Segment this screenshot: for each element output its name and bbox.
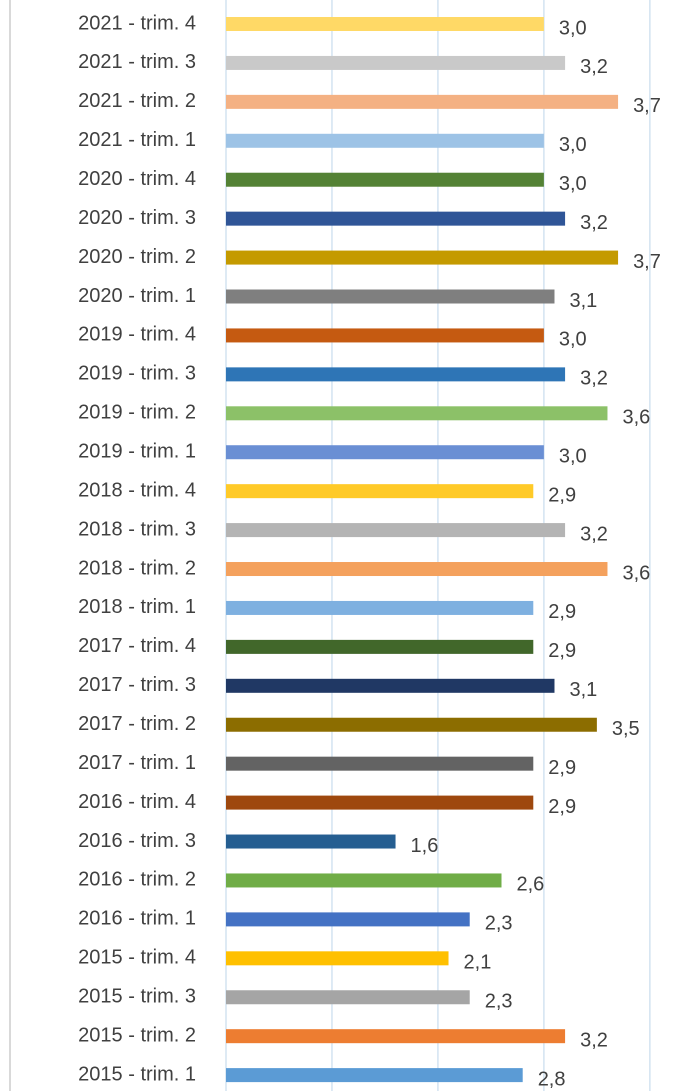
category-label: 2020 - trim. 1	[78, 285, 196, 307]
value-label: 2,9	[548, 640, 576, 662]
bar	[226, 1068, 523, 1083]
value-label: 3,7	[633, 95, 661, 117]
value-label: 3,2	[580, 56, 608, 78]
value-label: 3,0	[559, 134, 587, 156]
bar	[226, 17, 544, 31]
bar	[226, 678, 555, 693]
bar	[226, 990, 470, 1005]
category-label: 2021 - trim. 3	[78, 51, 196, 73]
bar	[226, 717, 597, 732]
bar	[226, 756, 534, 771]
category-label: 2019 - trim. 1	[78, 441, 196, 463]
value-label: 2,9	[548, 484, 576, 506]
bar	[226, 406, 608, 421]
category-label: 2019 - trim. 4	[78, 324, 196, 346]
bar	[226, 873, 502, 888]
category-label: 2018 - trim. 1	[78, 596, 196, 618]
category-label: 2021 - trim. 2	[78, 90, 196, 112]
value-label: 2,9	[548, 796, 576, 818]
category-label: 2017 - trim. 3	[78, 674, 196, 696]
value-label: 3,1	[569, 290, 597, 312]
value-label: 2,9	[548, 757, 576, 779]
bar	[226, 484, 534, 499]
bar	[226, 55, 566, 70]
value-label: 3,0	[559, 173, 587, 195]
category-label: 2018 - trim. 3	[78, 518, 196, 540]
value-label: 3,5	[612, 718, 640, 740]
bar	[226, 94, 619, 109]
bar	[226, 328, 544, 343]
value-label: 3,2	[580, 368, 608, 390]
value-label: 3,1	[569, 679, 597, 701]
value-label: 2,3	[485, 991, 513, 1013]
category-label: 2015 - trim. 4	[78, 947, 196, 969]
value-label: 2,3	[485, 913, 513, 935]
value-label: 2,8	[538, 1068, 566, 1090]
value-label: 3,2	[580, 1029, 608, 1051]
bar	[226, 367, 566, 382]
category-label: 2017 - trim. 1	[78, 752, 196, 774]
bar	[226, 289, 555, 304]
category-label: 2016 - trim. 1	[78, 908, 196, 930]
category-label: 2021 - trim. 4	[78, 12, 196, 34]
category-label: 2020 - trim. 3	[78, 207, 196, 229]
category-label: 2017 - trim. 4	[78, 635, 196, 657]
bar	[226, 600, 534, 615]
category-label: 2015 - trim. 1	[78, 1063, 196, 1085]
bar	[226, 211, 566, 226]
bar	[226, 912, 470, 927]
value-label: 3,6	[622, 562, 650, 584]
category-label: 2016 - trim. 2	[78, 869, 196, 891]
bar	[226, 250, 619, 265]
bar	[226, 523, 566, 538]
bar	[226, 795, 534, 810]
bar	[226, 639, 534, 654]
category-label: 2021 - trim. 1	[78, 129, 196, 151]
value-label: 3,7	[633, 251, 661, 273]
bar	[226, 172, 544, 187]
category-label: 2016 - trim. 4	[78, 791, 196, 813]
category-label: 2020 - trim. 4	[78, 168, 196, 190]
category-label: 2015 - trim. 3	[78, 986, 196, 1008]
value-label: 2,6	[517, 874, 545, 896]
category-label: 2016 - trim. 3	[78, 830, 196, 852]
value-label: 2,9	[548, 601, 576, 623]
value-label: 3,0	[559, 446, 587, 468]
bar	[226, 445, 544, 460]
bar	[226, 133, 544, 148]
value-label: 3,2	[580, 212, 608, 234]
value-label: 2,1	[464, 952, 492, 974]
value-label: 3,6	[622, 407, 650, 429]
value-label: 1,6	[411, 835, 439, 857]
category-label: 2019 - trim. 3	[78, 363, 196, 385]
value-label: 3,0	[559, 17, 587, 39]
category-label: 2018 - trim. 2	[78, 557, 196, 579]
category-label: 2020 - trim. 2	[78, 246, 196, 268]
category-label: 2018 - trim. 4	[78, 479, 196, 501]
bar	[226, 834, 396, 849]
bar	[226, 1029, 566, 1044]
bar	[226, 562, 608, 577]
value-label: 3,2	[580, 523, 608, 545]
value-label: 3,0	[559, 329, 587, 351]
category-label: 2019 - trim. 2	[78, 402, 196, 424]
category-label: 2015 - trim. 2	[78, 1024, 196, 1046]
bar	[226, 951, 449, 966]
category-label: 2017 - trim. 2	[78, 713, 196, 735]
